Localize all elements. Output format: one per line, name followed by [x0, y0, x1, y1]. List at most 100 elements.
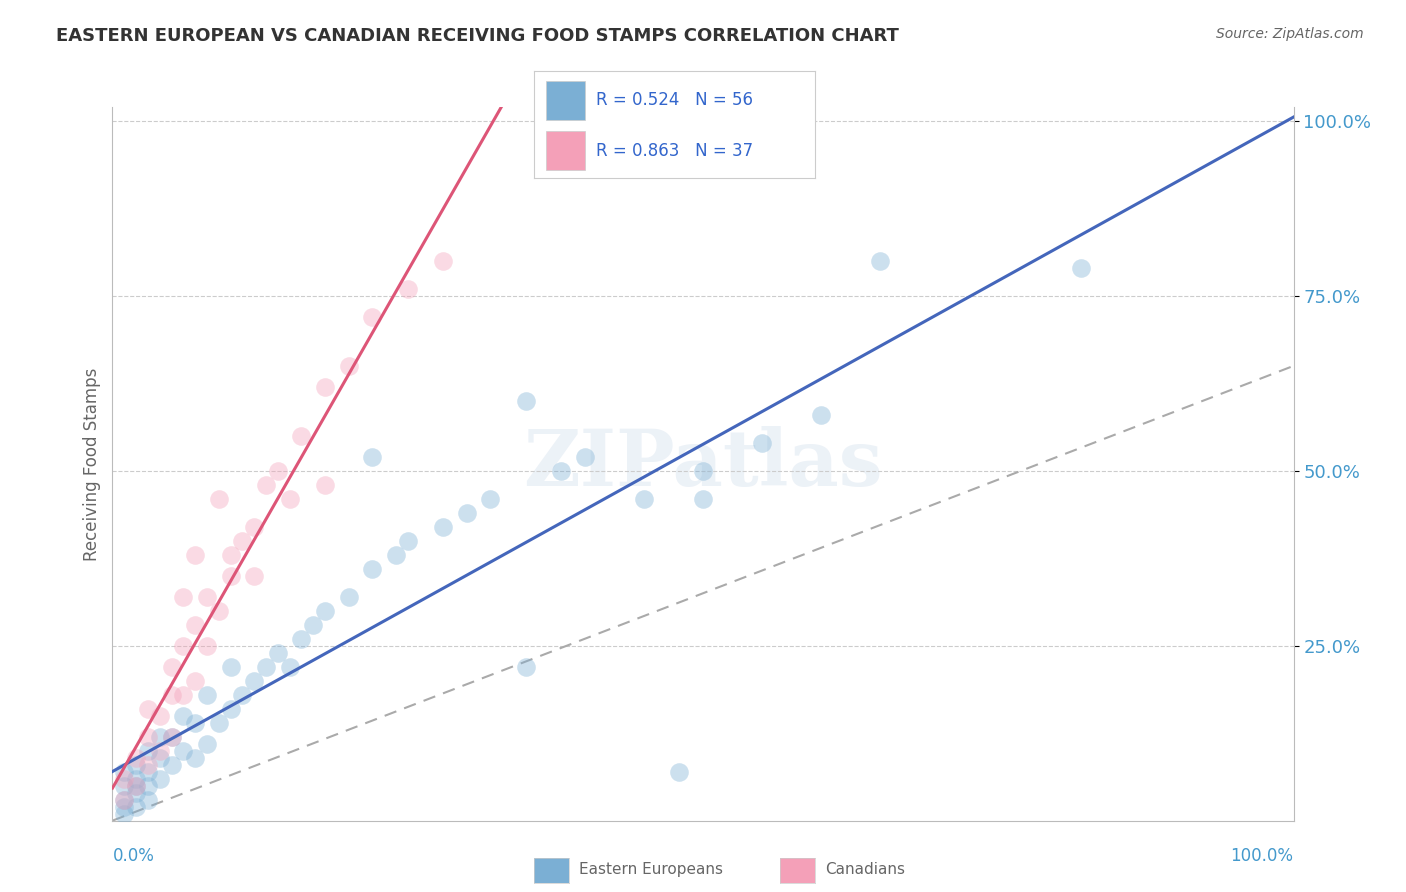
Point — [125, 779, 148, 793]
Point — [278, 659, 301, 673]
Text: Source: ZipAtlas.com: Source: ZipAtlas.com — [1216, 27, 1364, 41]
Point — [337, 590, 360, 604]
Point — [160, 659, 183, 673]
Point — [125, 779, 148, 793]
Text: ZIPatlas: ZIPatlas — [523, 425, 883, 502]
Point — [810, 408, 832, 422]
Point — [125, 757, 148, 772]
Point — [219, 659, 242, 673]
Point — [267, 464, 290, 478]
Point — [149, 730, 172, 744]
Bar — [546, 81, 585, 120]
Point — [172, 590, 194, 604]
Point — [574, 450, 596, 464]
Point — [219, 548, 242, 562]
Point — [184, 673, 207, 688]
Point — [479, 491, 502, 506]
Point — [112, 792, 135, 806]
Point — [231, 533, 253, 548]
Point — [195, 590, 218, 604]
Point — [692, 491, 714, 506]
Point — [290, 429, 312, 443]
Point — [231, 688, 253, 702]
Point — [160, 730, 183, 744]
Point — [208, 604, 231, 618]
Point — [432, 254, 454, 268]
Point — [184, 750, 207, 764]
Point — [385, 548, 408, 562]
Point — [149, 750, 172, 764]
Point — [314, 478, 336, 492]
Point — [550, 464, 572, 478]
Point — [751, 435, 773, 450]
Point — [314, 380, 336, 394]
Point — [125, 786, 148, 800]
Point — [361, 562, 384, 576]
Y-axis label: Receiving Food Stamps: Receiving Food Stamps — [83, 368, 101, 560]
Point — [337, 359, 360, 373]
Point — [243, 673, 266, 688]
Point — [869, 254, 891, 268]
Point — [112, 779, 135, 793]
Point — [668, 764, 690, 779]
Point — [125, 772, 148, 786]
Point — [136, 779, 159, 793]
Point — [136, 730, 159, 744]
Point — [396, 533, 419, 548]
Point — [243, 520, 266, 534]
Point — [254, 478, 277, 492]
Text: 0.0%: 0.0% — [112, 847, 155, 865]
Point — [136, 764, 159, 779]
Point — [160, 688, 183, 702]
Point — [195, 688, 218, 702]
Point — [136, 757, 159, 772]
Point — [219, 568, 242, 582]
Point — [302, 617, 325, 632]
Point — [160, 730, 183, 744]
Point — [184, 715, 207, 730]
Point — [361, 450, 384, 464]
Text: Canadians: Canadians — [825, 863, 905, 877]
Point — [172, 639, 194, 653]
Point — [195, 737, 218, 751]
Point — [184, 617, 207, 632]
Text: EASTERN EUROPEAN VS CANADIAN RECEIVING FOOD STAMPS CORRELATION CHART: EASTERN EUROPEAN VS CANADIAN RECEIVING F… — [56, 27, 898, 45]
Point — [136, 702, 159, 716]
Point — [125, 750, 148, 764]
Point — [1070, 260, 1092, 275]
Point — [432, 520, 454, 534]
Text: 100.0%: 100.0% — [1230, 847, 1294, 865]
Point — [112, 806, 135, 821]
Point — [136, 744, 159, 758]
Point — [208, 491, 231, 506]
Bar — [546, 131, 585, 169]
Point — [267, 646, 290, 660]
Point — [112, 792, 135, 806]
Point — [172, 688, 194, 702]
Point — [290, 632, 312, 646]
Point — [515, 393, 537, 408]
Point — [208, 715, 231, 730]
Text: R = 0.524   N = 56: R = 0.524 N = 56 — [596, 91, 754, 109]
Point — [112, 772, 135, 786]
Point — [396, 282, 419, 296]
Point — [219, 702, 242, 716]
Point — [160, 757, 183, 772]
Point — [243, 568, 266, 582]
Text: Eastern Europeans: Eastern Europeans — [579, 863, 723, 877]
Point — [633, 491, 655, 506]
Point — [125, 799, 148, 814]
Point — [149, 772, 172, 786]
Point — [172, 744, 194, 758]
Point — [195, 639, 218, 653]
Point — [149, 708, 172, 723]
Point — [692, 464, 714, 478]
Point — [184, 548, 207, 562]
Point — [278, 491, 301, 506]
Point — [149, 744, 172, 758]
Point — [112, 764, 135, 779]
Point — [515, 659, 537, 673]
Point — [314, 604, 336, 618]
Point — [361, 310, 384, 324]
Point — [136, 792, 159, 806]
